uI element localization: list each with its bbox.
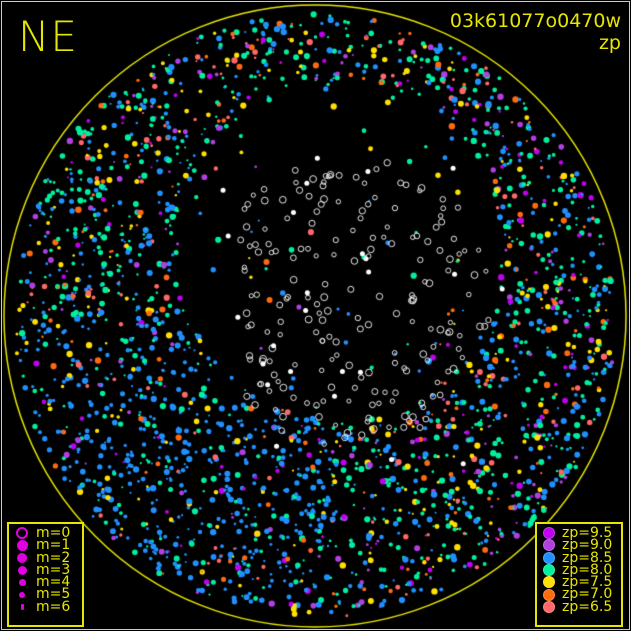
color-swatch-icon xyxy=(543,539,555,552)
magnitude-legend: m=0 m=1 m=2 m=3 m=4 m=5 m=6 xyxy=(7,522,84,627)
magnitude-legend-item: m=0 xyxy=(9,525,82,541)
ring-marker-icon xyxy=(16,527,28,540)
magnitude-legend-label: m=6 xyxy=(36,598,71,615)
color-swatch-icon xyxy=(543,527,555,540)
frame-info: 03k61077o0470w zp xyxy=(450,10,621,54)
color-swatch-icon xyxy=(543,588,555,601)
dot-marker-icon xyxy=(20,603,24,610)
dot-marker-icon xyxy=(18,578,26,586)
color-swatch-icon xyxy=(543,564,555,577)
magnitude-legend-item: m=3 xyxy=(9,561,82,578)
zp-legend: zp=9.5 zp=9.0 zp=8.5 zp=8.0 zp=7.5 zp=7.0 zp=6… xyxy=(535,522,623,627)
zp-legend-item: zp=9.0 xyxy=(537,537,621,554)
zp-legend-label: zp=7.5 xyxy=(562,574,613,591)
dot-marker-icon xyxy=(19,591,25,598)
color-key-label: zp xyxy=(598,32,621,54)
dot-marker-icon xyxy=(16,539,28,551)
zp-legend-label: zp=9.5 xyxy=(562,525,613,541)
dot-marker-icon xyxy=(17,552,27,563)
zp-legend-label: zp=6.5 xyxy=(562,598,613,615)
zp-legend-item: zp=6.5 xyxy=(537,598,621,615)
magnitude-legend-label: m=2 xyxy=(36,549,71,566)
dot-marker-icon xyxy=(17,565,27,575)
zp-legend-label: zp=9.0 xyxy=(562,537,613,554)
magnitude-legend-item: m=4 xyxy=(9,574,82,591)
zp-legend-item: zp=8.0 xyxy=(537,561,621,578)
magnitude-legend-label: m=3 xyxy=(36,561,71,578)
magnitude-legend-label: m=4 xyxy=(36,574,71,591)
direction-label: NE xyxy=(18,12,78,61)
magnitude-legend-item: m=5 xyxy=(9,586,82,603)
magnitude-legend-item: m=2 xyxy=(9,549,82,566)
zp-legend-item: zp=7.5 xyxy=(537,574,621,591)
color-swatch-icon xyxy=(543,600,555,613)
zp-legend-label: zp=8.5 xyxy=(562,549,613,566)
zp-legend-label: zp=7.0 xyxy=(562,586,613,603)
zp-legend-item: zp=7.0 xyxy=(537,586,621,603)
color-swatch-icon xyxy=(543,551,555,564)
magnitude-legend-label: m=0 xyxy=(36,525,71,541)
frame-id: 03k61077o0470w xyxy=(449,10,621,32)
zp-legend-label: zp=8.0 xyxy=(562,561,613,578)
magnitude-legend-label: m=1 xyxy=(36,537,71,554)
zp-legend-item: zp=8.5 xyxy=(537,549,621,566)
magnitude-legend-item: m=6 xyxy=(9,598,82,615)
zp-legend-item: zp=9.5 xyxy=(537,525,621,541)
color-swatch-icon xyxy=(543,576,555,589)
magnitude-legend-label: m=5 xyxy=(36,586,71,603)
magnitude-legend-item: m=1 xyxy=(9,537,82,554)
